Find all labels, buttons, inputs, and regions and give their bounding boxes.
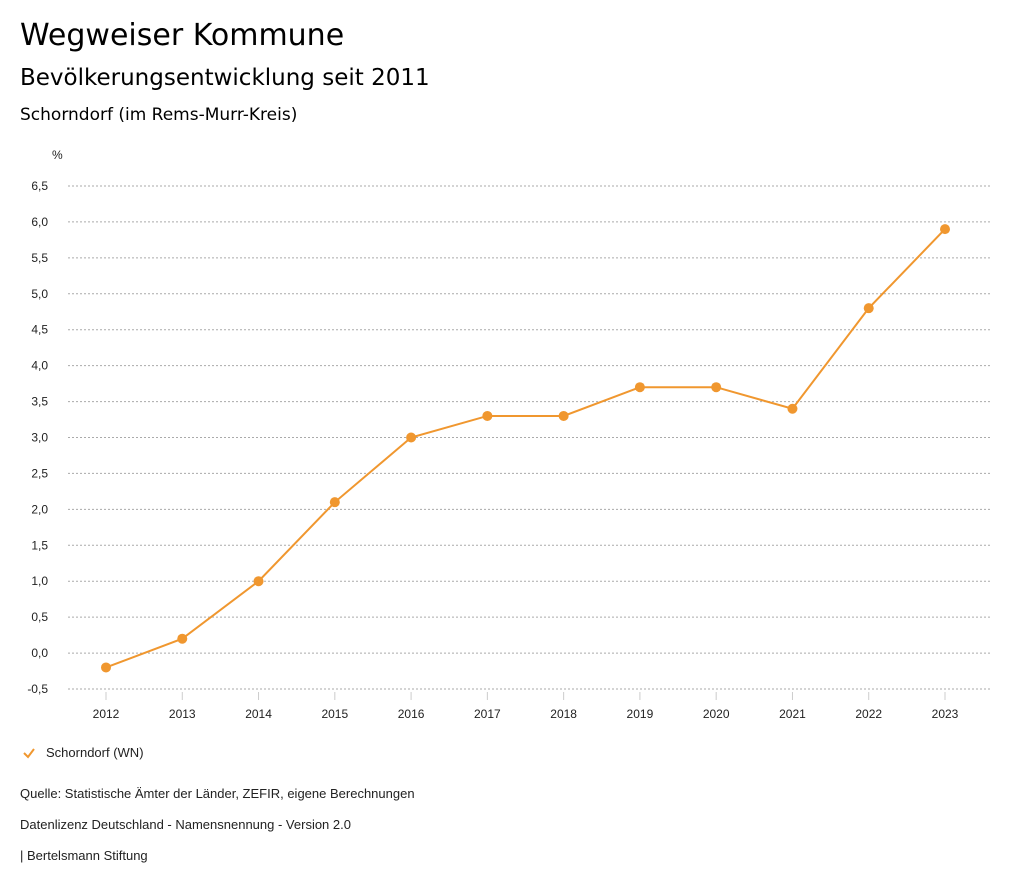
data-point <box>558 410 569 421</box>
x-tick-label: 2019 <box>627 707 654 721</box>
series-line <box>105 228 946 669</box>
check-icon <box>23 747 35 759</box>
x-tick-label: 2017 <box>474 707 501 721</box>
y-tick-label: 2,5 <box>31 466 48 480</box>
x-tick-label: 2015 <box>321 707 348 721</box>
license-note: Datenlizenz Deutschland - Namensnennung … <box>20 817 351 832</box>
chart-subtitle: Bevölkerungsentwicklung seit 2011 <box>20 65 430 91</box>
y-tick-label: 4,5 <box>31 323 48 337</box>
page-title: Wegweiser Kommune <box>20 18 345 53</box>
data-point <box>940 224 950 235</box>
y-tick-label: 4,0 <box>31 359 48 373</box>
x-tick-label: 2021 <box>779 707 806 721</box>
data-point <box>177 633 188 644</box>
region-label: Schorndorf (im Rems-Murr-Kreis) <box>20 105 298 125</box>
x-tick-label: 2012 <box>93 707 120 721</box>
x-tick-label: 2016 <box>398 707 425 721</box>
data-point <box>482 410 493 421</box>
x-tick-label: 2018 <box>550 707 577 721</box>
y-tick-label: 1,5 <box>31 538 48 552</box>
legend-label: Schorndorf (WN) <box>46 745 144 760</box>
y-tick-label: 2,0 <box>31 502 48 516</box>
data-point <box>253 576 264 587</box>
x-tick-label: 2020 <box>703 707 730 721</box>
y-tick-label: 5,0 <box>31 287 48 301</box>
y-tick-label: 3,5 <box>31 395 48 409</box>
source-note: Quelle: Statistische Ämter der Länder, Z… <box>20 786 415 801</box>
data-point <box>634 382 645 393</box>
data-point <box>329 497 340 508</box>
data-point <box>787 403 798 414</box>
y-tick-label: 6,0 <box>31 215 48 229</box>
y-axis-label: % <box>52 148 63 162</box>
data-point <box>101 662 111 673</box>
line-chart: % -0,5 0,0 0,5 1,0 1,5 2,0 2,5 3,0 3,5 4,0 4,5 5,0 5… <box>27 148 990 721</box>
y-tick-label: 0,5 <box>31 610 48 624</box>
org-note: | Bertelsmann Stiftung <box>20 848 148 863</box>
data-point <box>406 432 417 443</box>
y-tick-label: 5,5 <box>31 251 48 265</box>
x-tick-label: 2022 <box>855 707 882 721</box>
x-tick-label: 2013 <box>169 707 196 721</box>
y-tick-label: -0,5 <box>27 682 48 696</box>
data-point <box>863 303 874 314</box>
legend-item[interactable]: Schorndorf (WN) <box>22 745 144 760</box>
y-tick-label: 3,0 <box>31 431 48 445</box>
x-tick-label: 2023 <box>932 707 959 721</box>
x-tick-label: 2014 <box>245 707 272 721</box>
y-tick-label: 0,0 <box>31 646 48 660</box>
y-tick-label: 6,5 <box>31 179 48 193</box>
y-tick-label: 1,0 <box>31 574 48 588</box>
data-point <box>711 382 722 393</box>
